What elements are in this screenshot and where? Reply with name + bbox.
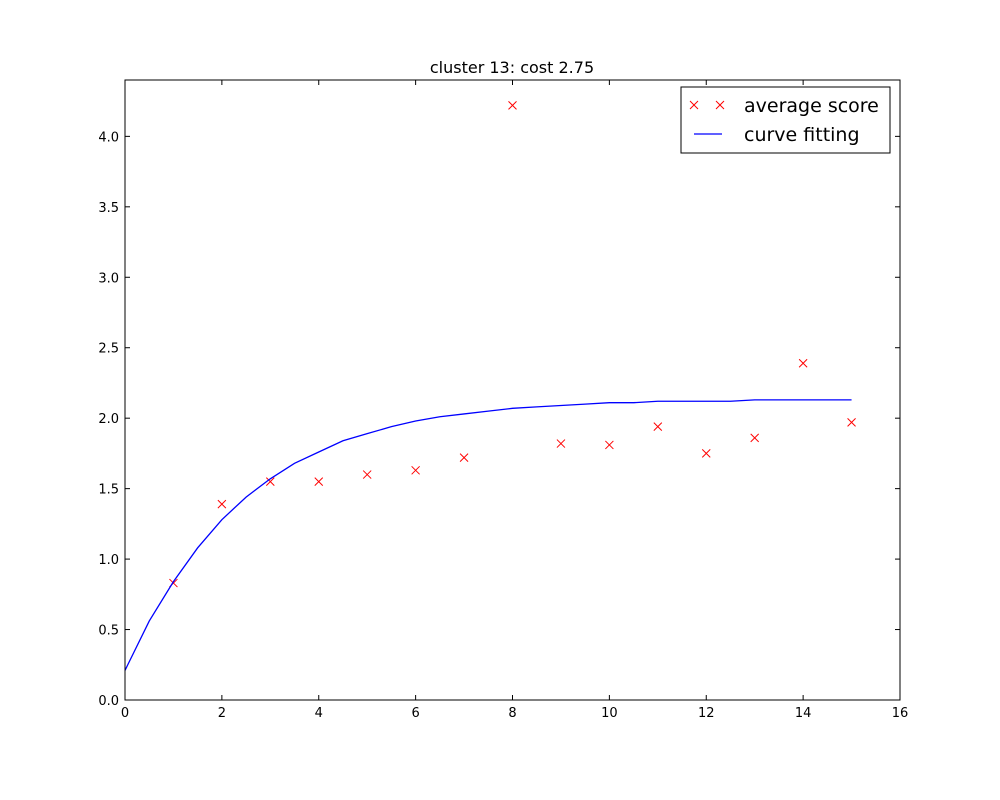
x-tick-label: 16 bbox=[892, 706, 909, 721]
x-tick-label: 8 bbox=[508, 706, 516, 721]
average-score-point bbox=[798, 358, 808, 368]
curve-fitting-line bbox=[124, 399, 852, 671]
x-tick-label: 0 bbox=[121, 706, 129, 721]
y-tick-label: 2.0 bbox=[98, 412, 119, 427]
axes-frame bbox=[124, 79, 901, 701]
average-score-point bbox=[217, 499, 227, 509]
x-axis: 0 2 4 6 8 10 12 14 16 bbox=[121, 80, 908, 721]
x-tick-label: 2 bbox=[218, 706, 226, 721]
y-tick-label: 3.5 bbox=[98, 201, 119, 216]
average-score-point bbox=[411, 465, 420, 475]
x-tick-label: 4 bbox=[315, 706, 323, 721]
y-tick-label: 0.5 bbox=[98, 624, 119, 639]
average-score-point bbox=[605, 440, 614, 450]
y-axis: 0.0 0.5 1.0 1.5 2.0 2.5 3.0 3.5 4.0 bbox=[98, 130, 900, 709]
average-score-point bbox=[701, 449, 711, 458]
average-score-point bbox=[847, 418, 856, 427]
average-score-point bbox=[653, 422, 663, 431]
y-tick-label: 1.5 bbox=[98, 483, 119, 498]
average-score-point bbox=[556, 439, 566, 448]
x-tick-label: 6 bbox=[411, 706, 419, 721]
average-score-point bbox=[265, 477, 275, 486]
chart-title: cluster 13: cost 2.75 bbox=[430, 58, 594, 77]
average-score-point bbox=[459, 453, 469, 462]
x-tick-label: 12 bbox=[698, 706, 715, 721]
y-tick-label: 2.5 bbox=[98, 342, 119, 357]
y-tick-label: 0.0 bbox=[98, 694, 119, 709]
average-score-point bbox=[314, 477, 324, 486]
y-tick-label: 1.0 bbox=[98, 553, 119, 568]
legend-label-curve-fitting: curve fitting bbox=[744, 124, 860, 146]
legend-box bbox=[680, 86, 891, 154]
x-tick-label: 14 bbox=[795, 706, 812, 721]
average-score-point bbox=[508, 101, 517, 110]
legend-marker-average-score bbox=[689, 100, 725, 110]
average-score-point bbox=[362, 470, 372, 479]
y-tick-label: 4.0 bbox=[98, 130, 119, 145]
legend: average score curve fitting bbox=[680, 86, 891, 154]
legend-label-average-score: average score bbox=[744, 95, 879, 117]
average-score-point bbox=[750, 433, 760, 443]
x-tick-label: 10 bbox=[601, 706, 618, 721]
y-tick-label: 3.0 bbox=[98, 271, 119, 286]
series-layer bbox=[124, 101, 856, 671]
